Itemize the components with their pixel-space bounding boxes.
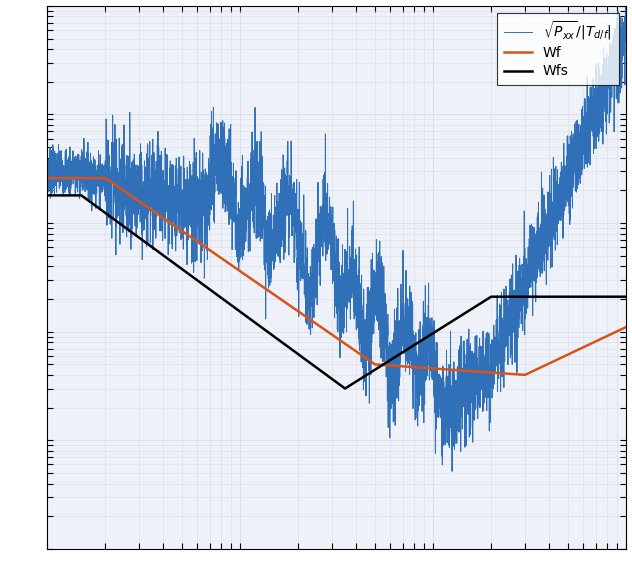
$\sqrt{P_{xx}}/|T_{d/f}|$ <box>622 4 629 11</box>
$\sqrt{P_{xx}}/|T_{d/f}|$ <box>475 346 483 353</box>
Wfs <box>44 192 51 199</box>
Wf <box>475 368 483 375</box>
Wfs <box>622 293 629 300</box>
Wf <box>519 371 526 378</box>
$\sqrt{P_{xx}}/|T_{d/f}|$ <box>391 417 398 424</box>
Wfs <box>341 385 349 392</box>
Wfs <box>391 354 398 361</box>
Wfs <box>149 244 156 251</box>
Wfs <box>475 301 483 308</box>
Wf <box>44 175 51 182</box>
$\sqrt{P_{xx}}/|T_{d/f}|$ <box>519 270 526 277</box>
Wfs <box>519 293 526 300</box>
Line: $\sqrt{P_{xx}}/|T_{d/f}|$: $\sqrt{P_{xx}}/|T_{d/f}|$ <box>47 7 626 471</box>
Wf <box>622 324 629 331</box>
Line: Wf: Wf <box>47 178 626 375</box>
$\sqrt{P_{xx}}/|T_{d/f}|$ <box>420 372 427 379</box>
Wfs <box>265 329 272 336</box>
Wf <box>420 364 427 371</box>
Line: Wfs: Wfs <box>47 196 626 388</box>
Wf <box>521 371 528 378</box>
Wf <box>149 207 156 214</box>
Wfs <box>420 336 427 343</box>
Wf <box>265 287 272 294</box>
$\sqrt{P_{xx}}/|T_{d/f}|$ <box>44 148 51 155</box>
$\sqrt{P_{xx}}/|T_{d/f}|$ <box>622 30 629 37</box>
Legend: $\sqrt{P_{xx}}/|T_{d/f}|$, Wf, Wfs: $\sqrt{P_{xx}}/|T_{d/f}|$, Wf, Wfs <box>497 13 619 85</box>
$\sqrt{P_{xx}}/|T_{d/f}|$ <box>448 468 456 475</box>
$\sqrt{P_{xx}}/|T_{d/f}|$ <box>265 267 272 274</box>
$\sqrt{P_{xx}}/|T_{d/f}|$ <box>149 224 156 231</box>
Wf <box>391 362 398 369</box>
